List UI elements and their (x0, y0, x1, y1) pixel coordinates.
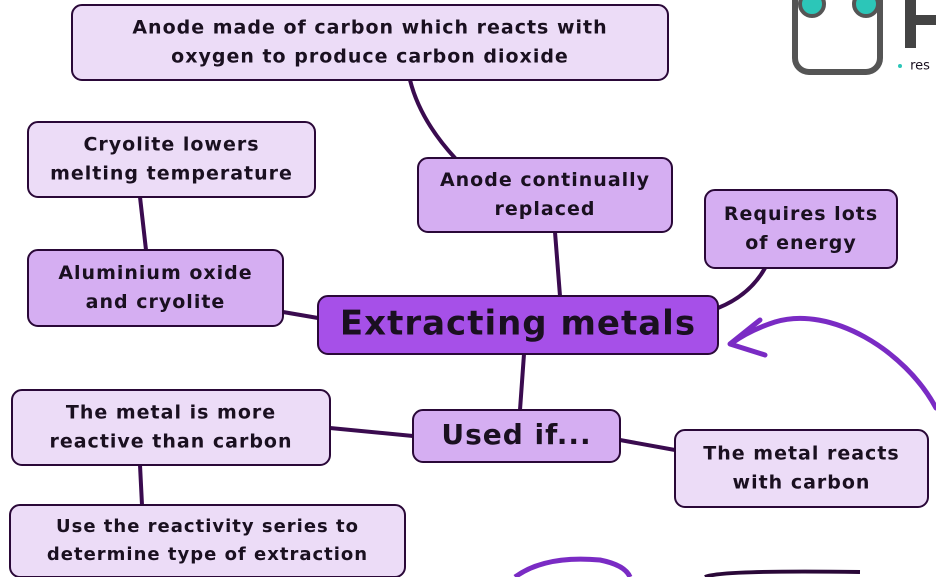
node: Used if... (412, 409, 621, 463)
node-label: of energy (745, 232, 857, 254)
connector (281, 310, 320, 320)
node: Cryolite lowers melting temperature (27, 121, 316, 198)
node-label: Requires lots (724, 203, 878, 225)
node: Requires lots of energy (704, 189, 898, 269)
node-label: Anode continually (440, 169, 650, 191)
node-box (674, 429, 929, 508)
node: Aluminium oxide and cryolite (27, 249, 284, 327)
node-box (417, 157, 673, 233)
node-label: replaced (495, 198, 596, 220)
connector (328, 426, 415, 438)
node-box (27, 121, 316, 198)
node: The metal is more reactive than carbon (11, 389, 331, 466)
node-label: Aluminium oxide (58, 262, 252, 284)
node-label: reactive than carbon (49, 431, 292, 453)
node-box (9, 504, 406, 577)
connector (138, 463, 144, 507)
node: Use the reactivity series to determine ty… (9, 504, 406, 577)
connector (553, 230, 562, 298)
node: Anode made of carbon which reacts with ox… (71, 4, 669, 81)
node-box (412, 409, 621, 463)
node-box (71, 4, 669, 81)
arrow-head (727, 317, 768, 358)
nodes: Anode made of carbon which reacts with ox… (9, 4, 929, 577)
logo-eye (798, 0, 826, 18)
partial-shape (704, 569, 861, 577)
node-label: The metal is more (66, 401, 276, 423)
logo: res (792, 0, 936, 75)
logo-dot (898, 64, 902, 68)
logo-letter (905, 0, 936, 48)
node: Extracting metals (317, 295, 719, 355)
node-label: and cryolite (86, 291, 226, 313)
node-box (704, 189, 898, 269)
node-label: Used if... (441, 418, 591, 451)
logo-frame (792, 0, 883, 75)
node: The metal reacts with carbon (674, 429, 929, 508)
arrow-shaft (729, 315, 936, 411)
node-box (11, 389, 331, 466)
node-label: with carbon (733, 472, 871, 494)
node-box (27, 249, 284, 327)
logo-text: res (910, 59, 930, 74)
connector (618, 438, 677, 452)
node-label: melting temperature (50, 163, 293, 185)
arrow (727, 315, 936, 411)
connector (518, 352, 526, 412)
node-box (317, 295, 719, 355)
connector (408, 78, 457, 160)
node-label: Cryolite lowers (83, 133, 259, 155)
node-label: determine type of extraction (47, 544, 368, 565)
connector (716, 266, 767, 310)
node-label: Use the reactivity series to (56, 516, 359, 537)
node-label: Extracting metals (340, 304, 696, 344)
node-label: Anode made of carbon which reacts with (132, 16, 607, 38)
node-label: The metal reacts (703, 442, 899, 464)
partial-shape (513, 556, 633, 577)
node-label: oxygen to produce carbon dioxide (171, 46, 569, 68)
logo-eye (852, 0, 880, 18)
connectors (138, 78, 767, 507)
node: Anode continually replaced (417, 157, 673, 233)
connector (138, 195, 148, 252)
